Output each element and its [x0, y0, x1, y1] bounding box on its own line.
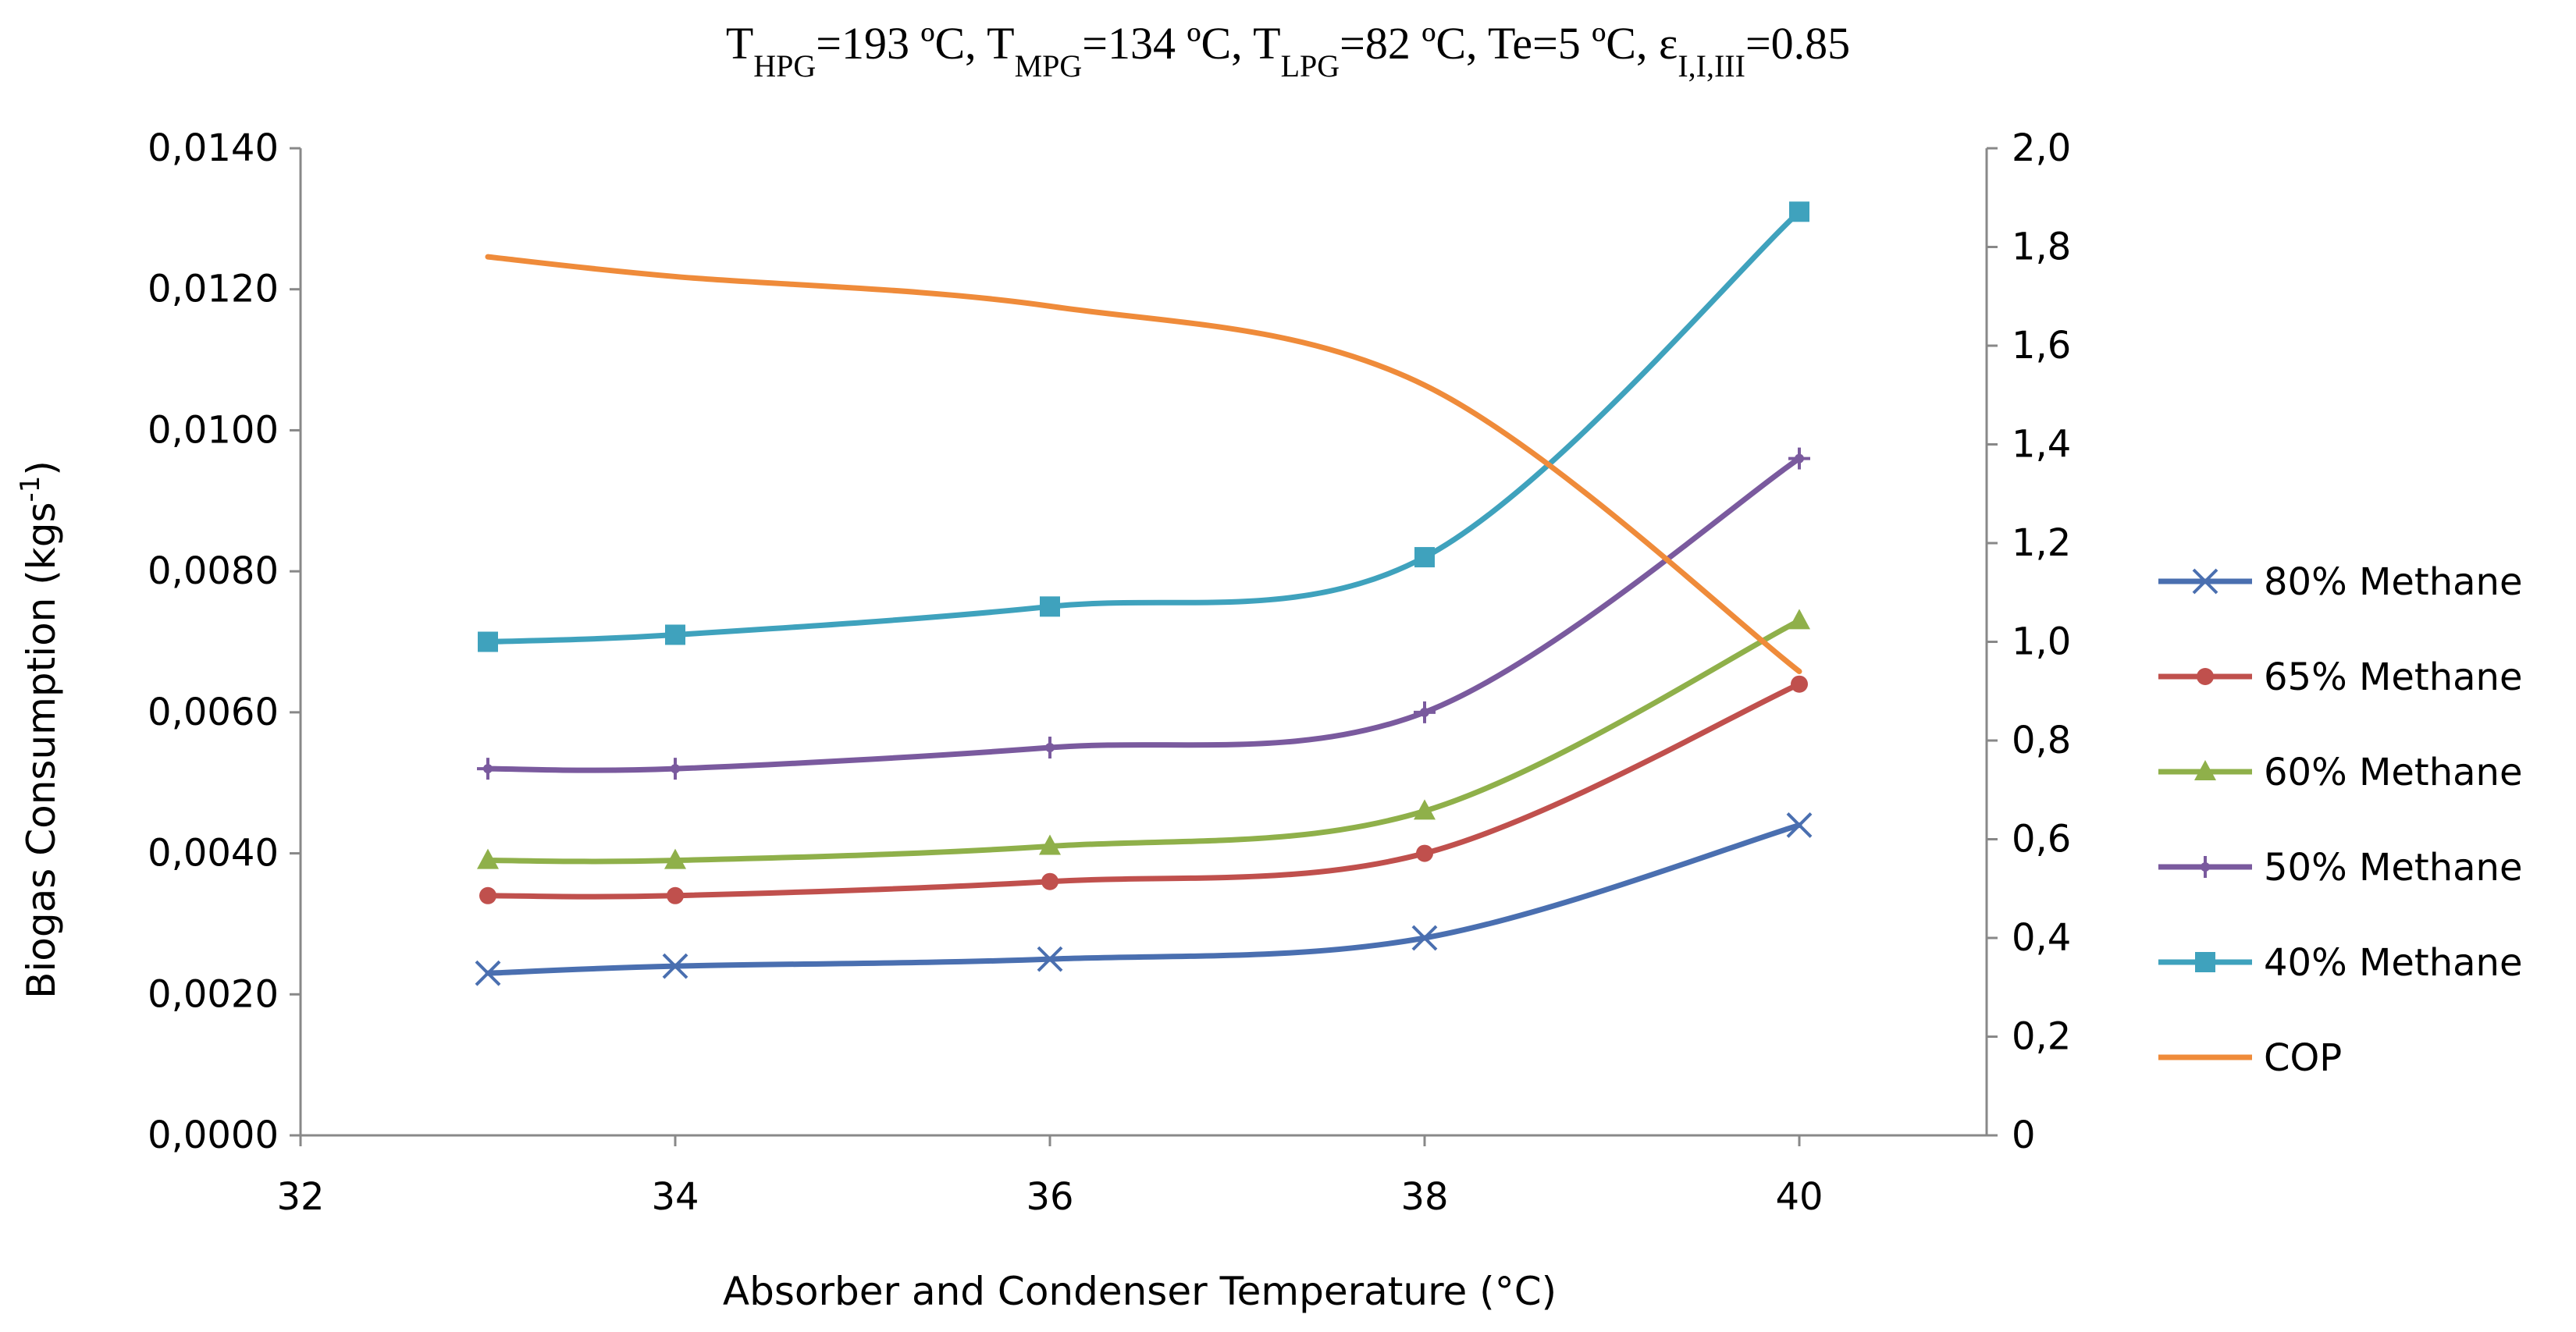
- 50pct-methane-point: [664, 758, 686, 780]
- legend-item-50pct-methane: 50% Methane: [2158, 846, 2523, 890]
- 65pct-methane-point: [667, 886, 684, 904]
- 65pct-methane-point: [1041, 872, 1059, 890]
- 60pct-methane-point: [664, 848, 686, 869]
- 80pct-methane-point: [1411, 925, 1438, 951]
- legend-50pct-methane-point: [2194, 856, 2216, 878]
- axes: 0,0000 0,0020 0,0040 0,0060 0,0080 0,0100 0,01…: [148, 126, 2071, 1219]
- legend-item-cop: COP: [2158, 1036, 2342, 1080]
- 80pct-methane-point: [475, 960, 501, 986]
- 60pct-methane-point: [1039, 834, 1061, 855]
- legend-60pct-methane-point: [2194, 760, 2216, 780]
- legend-65pct-methane-point: [2197, 668, 2214, 685]
- 40pct-methane-point: [1789, 201, 1809, 222]
- y-right-tick-label: 1,4: [2012, 423, 2071, 467]
- 40pct-methane-point: [1040, 596, 1060, 617]
- 65pct-methane-point: [479, 886, 496, 904]
- y-left-tick-label: 0,0000: [148, 1114, 279, 1157]
- series-line-40pct-methane: [485, 208, 1802, 645]
- 80pct-methane-point: [1786, 812, 1813, 838]
- 80pct-methane-point: [662, 953, 688, 979]
- y-left-tick-label: 0,0040: [148, 832, 279, 876]
- y-right-tick-label: 1,8: [2012, 226, 2071, 269]
- legend-label: 60% Methane: [2264, 751, 2523, 794]
- x-tick-label: 36: [1026, 1175, 1073, 1219]
- chart-title: THPG=193 ºC, TMPG=134 ºC, TLPG=82 ºC, Te…: [726, 18, 1850, 83]
- legend-label: 50% Methane: [2264, 846, 2523, 890]
- y-right-tick-label: 1,0: [2012, 620, 2071, 664]
- y-right-tick-label: 0: [2012, 1114, 2036, 1157]
- x-tick-label: 38: [1400, 1175, 1448, 1219]
- y-left-tick-label: 0,0100: [148, 408, 279, 452]
- 50pct-methane-point: [1414, 701, 1436, 723]
- legend-label: COP: [2264, 1036, 2342, 1080]
- y-left-tick-label: 0,0080: [148, 549, 279, 593]
- series-line-65pct-methane: [485, 681, 1802, 900]
- y-right-tick-label: 0,2: [2012, 1015, 2071, 1059]
- legend-label: 65% Methane: [2264, 655, 2523, 699]
- y-right-tick-label: 0,8: [2012, 719, 2071, 762]
- y-right-tick-label: 2,0: [2012, 126, 2071, 170]
- 60pct-methane-point: [1414, 799, 1436, 820]
- y-axis-label: Biogas Consumption (kgs-1): [15, 460, 64, 999]
- x-axis-label: Absorber and Condenser Temperature (°C): [723, 1269, 1557, 1314]
- series-50pct-methane: [477, 447, 1810, 780]
- legend-item-65pct-methane: 65% Methane: [2158, 655, 2523, 699]
- 65pct-methane-point: [1791, 675, 1808, 693]
- legend: 80% Methane 65% Methane 60% Methane 50% Met…: [2158, 560, 2523, 1080]
- x-tick-label: 34: [651, 1175, 699, 1219]
- x-tick-label: 40: [1775, 1175, 1823, 1219]
- series-line-cop: [485, 254, 1802, 674]
- 80pct-methane-point: [1037, 946, 1063, 972]
- legend-item-40pct-methane: 40% Methane: [2158, 941, 2523, 985]
- y-left-tick-label: 0,0060: [148, 691, 279, 734]
- series-line-60pct-methane: [485, 617, 1802, 865]
- series-40pct-methane: [478, 201, 1809, 652]
- y-left-tick-label: 0,0120: [148, 268, 279, 311]
- y-right-tick-label: 0,6: [2012, 818, 2071, 861]
- x-tick-label: 32: [276, 1175, 324, 1219]
- 65pct-methane-point: [1416, 844, 1433, 862]
- y-left-tick-label: 0,0020: [148, 972, 279, 1016]
- series-line-50pct-methane: [485, 456, 1802, 773]
- legend-item-60pct-methane: 60% Methane: [2158, 751, 2523, 794]
- legend-label: 40% Methane: [2264, 941, 2523, 985]
- y-right-tick-label: 0,4: [2012, 916, 2071, 960]
- series-cop: [485, 254, 1802, 674]
- series-line-80pct-methane: [485, 822, 1802, 976]
- series-80pct-methane: [475, 812, 1813, 986]
- series-layer: [475, 201, 1813, 986]
- y-right-tick-label: 1,2: [2012, 521, 2071, 565]
- legend-80pct-methane-point: [2192, 568, 2218, 595]
- legend-label: 80% Methane: [2264, 560, 2523, 604]
- y-left-tick-label: 0,0140: [148, 126, 279, 170]
- 50pct-methane-point: [477, 758, 499, 780]
- legend-item-80pct-methane: 80% Methane: [2158, 560, 2523, 604]
- 60pct-methane-point: [1788, 609, 1810, 630]
- 40pct-methane-point: [1414, 547, 1435, 568]
- y-right-tick-label: 1,6: [2012, 324, 2071, 368]
- 40pct-methane-point: [478, 631, 498, 652]
- legend-40pct-methane-point: [2195, 952, 2215, 972]
- series-65pct-methane: [479, 675, 1808, 904]
- 50pct-methane-point: [1039, 737, 1061, 759]
- 60pct-methane-point: [477, 848, 499, 869]
- 50pct-methane-point: [1788, 447, 1810, 470]
- series-60pct-methane: [477, 609, 1810, 869]
- 40pct-methane-point: [665, 624, 685, 645]
